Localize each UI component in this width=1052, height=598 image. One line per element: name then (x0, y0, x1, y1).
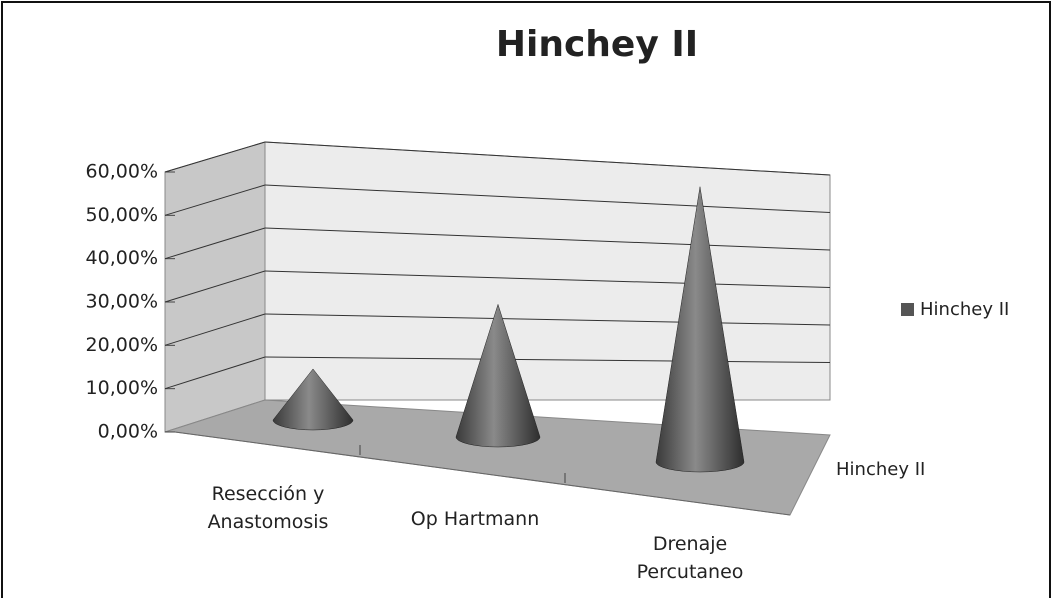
grid-line (264, 141, 831, 176)
y-tick-label: 10,00% (86, 377, 158, 399)
x-tick-label: Resección y Anastomosis (207, 483, 329, 533)
chart-title: Hinchey II (496, 24, 698, 65)
y-tick-label: 0,00% (98, 421, 158, 443)
grid-line (264, 313, 831, 326)
x-tick-label: Op Hartmann (410, 508, 540, 530)
grid-line (164, 184, 266, 216)
grid-line (164, 141, 266, 173)
y-tick-label: 60,00% (86, 161, 158, 183)
legend-swatch (901, 303, 914, 316)
grid-line (264, 270, 831, 288)
grid-line (164, 270, 266, 303)
floor-edge (174, 431, 791, 516)
grid-line (264, 184, 831, 213)
cone (272, 368, 354, 431)
legend-label: Hinchey II (920, 299, 1009, 320)
y-tick-label: 40,00% (86, 247, 158, 269)
y-tick-label: 50,00% (86, 204, 158, 226)
grid-line (164, 227, 266, 260)
grid-line (264, 356, 831, 363)
x-tick-label: Drenaje Percutaneo (636, 533, 744, 583)
cone (655, 186, 745, 473)
grid-line (264, 227, 831, 251)
cone (455, 303, 541, 448)
depth-label: Hinchey II (836, 459, 925, 480)
grid-line (164, 313, 266, 346)
y-tick-label: 30,00% (86, 291, 158, 313)
grid-line (164, 356, 266, 390)
y-tick-label: 20,00% (86, 334, 158, 356)
